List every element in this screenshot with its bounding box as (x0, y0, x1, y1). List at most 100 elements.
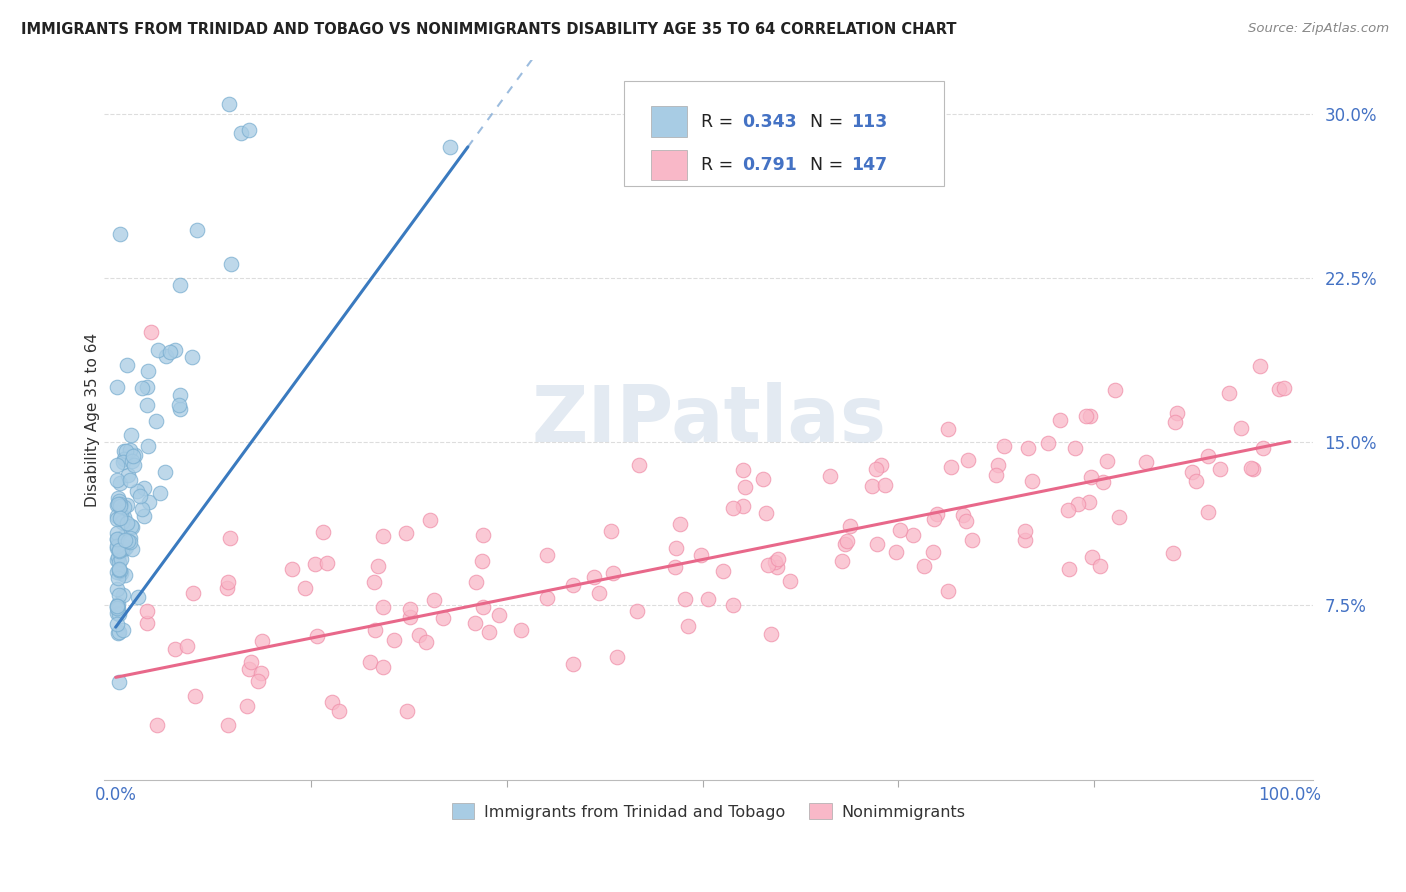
Point (328, 704, 350, 718)
Point (115, 540, 138, 554)
Text: ZIPatlas: ZIPatlas (531, 382, 886, 458)
Point (839, 519, 862, 533)
Point (599, 524, 621, 538)
Y-axis label: Disability Age 35 to 64: Disability Age 35 to 64 (86, 333, 100, 507)
Point (820, 469, 842, 483)
Point (1091, 475, 1114, 490)
Point (1241, 462, 1264, 476)
Point (536, 548, 558, 562)
Point (1017, 442, 1039, 456)
Point (131, 381, 153, 395)
Point (121, 454, 143, 468)
Point (761, 627, 783, 641)
Point (471, 528, 494, 542)
Point (117, 467, 139, 482)
Point (305, 629, 328, 643)
Point (1209, 462, 1232, 476)
Point (169, 401, 191, 416)
Point (169, 398, 191, 412)
Point (689, 548, 711, 562)
Point (1021, 474, 1043, 488)
Point (105, 532, 128, 546)
Point (117, 358, 139, 372)
Point (169, 277, 191, 292)
Point (107, 607, 129, 622)
Point (107, 550, 129, 565)
Point (1197, 449, 1219, 463)
Point (364, 623, 387, 637)
Point (711, 564, 734, 578)
Point (107, 491, 129, 506)
Point (121, 520, 143, 534)
Point (831, 554, 853, 568)
Point (398, 609, 420, 624)
Text: R =: R = (702, 156, 740, 174)
Point (110, 552, 132, 566)
Point (115, 443, 138, 458)
Point (105, 539, 128, 553)
Point (766, 551, 789, 566)
Point (363, 575, 385, 590)
Point (105, 606, 128, 620)
Point (673, 592, 696, 607)
Point (105, 532, 128, 546)
Point (1184, 474, 1206, 488)
Point (1064, 441, 1087, 455)
Text: IMMIGRANTS FROM TRINIDAD AND TOBAGO VS NONIMMIGRANTS DISABILITY AGE 35 TO 64 COR: IMMIGRANTS FROM TRINIDAD AND TOBAGO VS N… (21, 22, 956, 37)
Point (110, 508, 132, 523)
Point (115, 498, 138, 512)
Point (471, 554, 494, 568)
Point (1197, 505, 1219, 519)
Point (105, 525, 128, 540)
Point (921, 545, 943, 559)
Point (754, 506, 776, 520)
Point (1181, 465, 1204, 479)
Point (606, 650, 628, 665)
Point (108, 511, 131, 525)
Point (1274, 381, 1296, 395)
Point (1218, 386, 1240, 401)
Point (439, 140, 461, 154)
Point (117, 533, 139, 548)
Point (865, 461, 887, 475)
Point (136, 616, 159, 631)
Point (866, 537, 889, 551)
Point (105, 498, 128, 512)
Text: 113: 113 (851, 112, 887, 130)
Point (176, 639, 198, 653)
Point (1080, 470, 1102, 484)
Point (132, 509, 155, 524)
Point (105, 599, 128, 613)
Point (752, 472, 775, 486)
Point (165, 343, 187, 358)
Point (181, 350, 204, 364)
Point (186, 223, 208, 237)
Point (1240, 460, 1263, 475)
Point (112, 509, 135, 524)
Point (488, 607, 510, 622)
Point (110, 566, 132, 580)
Point (120, 443, 142, 458)
Point (139, 326, 162, 340)
Point (155, 349, 177, 363)
Point (221, 257, 243, 271)
Text: Source: ZipAtlas.com: Source: ZipAtlas.com (1249, 22, 1389, 36)
Point (114, 568, 136, 582)
Point (936, 584, 959, 599)
Point (664, 560, 686, 574)
Point (111, 530, 134, 544)
Point (562, 578, 585, 592)
Point (108, 562, 131, 576)
Point (1049, 413, 1071, 427)
Point (108, 564, 131, 578)
Point (148, 343, 170, 357)
Point (114, 533, 136, 547)
Point (721, 500, 744, 515)
Point (1108, 510, 1130, 524)
Point (1249, 359, 1271, 373)
Point (835, 533, 858, 548)
Point (105, 582, 128, 596)
Text: 0.791: 0.791 (742, 156, 797, 174)
Point (367, 559, 389, 574)
Point (108, 499, 131, 513)
